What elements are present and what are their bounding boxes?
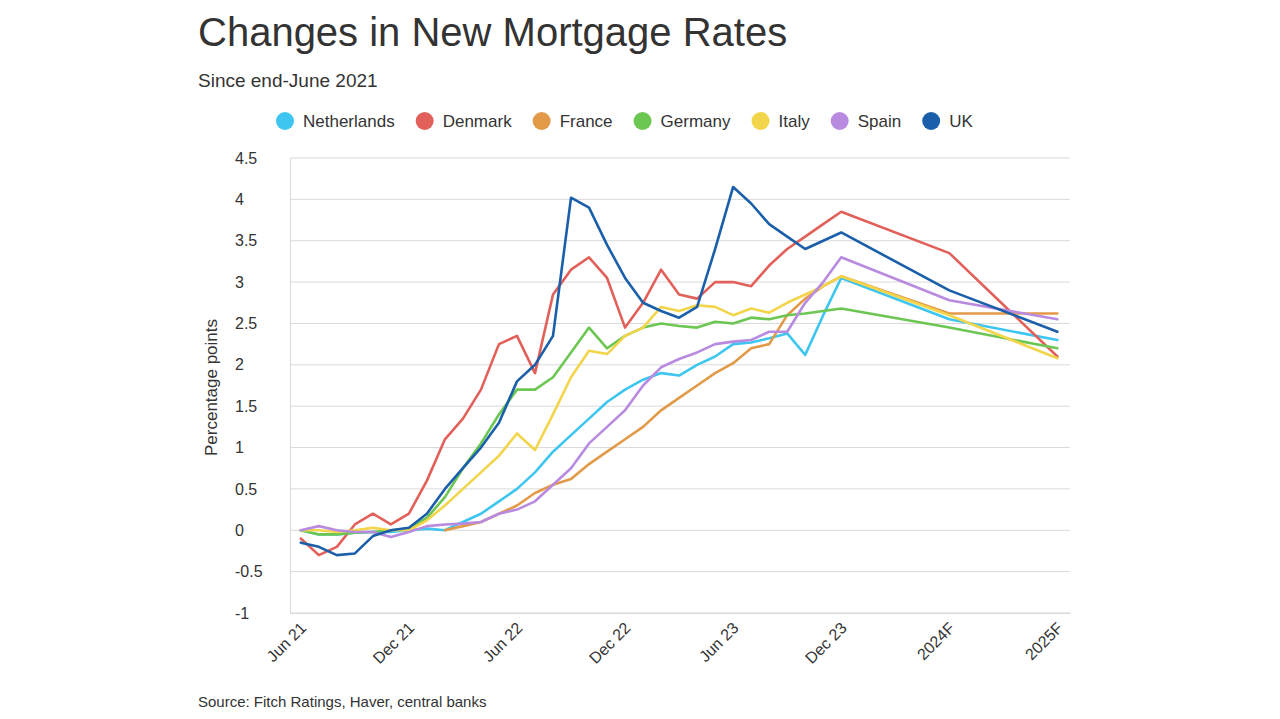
x-tick-label: Jun 22 (480, 619, 526, 665)
grid (290, 158, 1070, 613)
y-tick-label: 1 (235, 439, 244, 456)
series-line (301, 309, 1058, 535)
x-tick: Jun 23 (696, 613, 742, 665)
y-tick-label: 2.5 (235, 315, 257, 332)
x-tick-label: Dec 21 (370, 619, 418, 667)
x-tick: 2024F (914, 613, 958, 663)
legend-label: Germany (661, 112, 731, 131)
y-tick-label: 0 (235, 522, 244, 539)
legend-swatch (276, 112, 294, 130)
legend-swatch (416, 112, 434, 130)
legend-item: UK (922, 112, 973, 131)
title: Changes in New Mortgage Rates (198, 10, 787, 54)
x-tick: Jun 22 (480, 613, 526, 665)
x-tick: Dec 22 (586, 613, 634, 667)
subtitle: Since end-June 2021 (198, 70, 378, 91)
y-tick: 0.5 (235, 481, 290, 498)
legend-swatch (533, 112, 551, 130)
series-line (301, 276, 1058, 532)
legend-item: Denmark (416, 112, 512, 131)
legend-label: France (560, 112, 613, 131)
series-line (301, 187, 1058, 555)
legend-swatch (922, 112, 940, 130)
y-axis: -1 -0.5 0 0.5 1 1.5 2 2.5 3 3.5 4 4.5 (235, 150, 291, 622)
source: Source: Fitch Ratings, Haver, central ba… (198, 693, 486, 710)
y-tick: 4 (235, 191, 290, 208)
legend-label: Spain (858, 112, 901, 131)
grid-line (290, 488, 1070, 489)
x-axis: Jun 21 Dec 21 Jun 22 Dec 22 Jun 23 Dec 23 2024… (263, 613, 1070, 667)
legend-swatch (831, 112, 849, 130)
x-tick-label: 2024F (914, 619, 958, 663)
y-tick: 3.5 (235, 232, 290, 249)
legend-item: Italy (751, 112, 810, 131)
y-tick-label: 4.5 (235, 150, 257, 167)
background (0, 0, 1280, 719)
legend-swatch (751, 112, 769, 130)
y-tick-label: -0.5 (235, 563, 263, 580)
legend-swatch (634, 112, 652, 130)
y-tick: 4.5 (235, 150, 290, 167)
legend-label: UK (949, 112, 973, 131)
y-axis-line (290, 159, 291, 614)
series-line (445, 276, 1057, 530)
grid-line (290, 613, 1070, 614)
y-tick-label: 3.5 (235, 232, 257, 249)
x-tick: 2025F (1022, 613, 1066, 663)
y-axis-title: Percentage points (202, 319, 221, 456)
legend-item: Germany (634, 112, 731, 131)
grid-line (290, 282, 1070, 283)
y-tick: 1 (235, 439, 290, 456)
y-tick-label: 1.5 (235, 398, 257, 415)
grid-line (290, 240, 1070, 241)
legend-item: Spain (831, 112, 901, 131)
legend: Netherlands Denmark France Germany Italy Spai… (276, 112, 973, 131)
x-axis-line (291, 613, 1071, 614)
x-tick-label: Jun 21 (263, 619, 309, 665)
series-line (301, 212, 1058, 555)
x-tick-label: Dec 22 (586, 619, 634, 667)
series-line (301, 257, 1058, 537)
legend-label: Denmark (443, 112, 512, 131)
y-tick-label: 2 (235, 356, 244, 373)
y-tick: 2.5 (235, 315, 290, 332)
y-tick: 1.5 (235, 398, 290, 415)
grid-line (290, 406, 1070, 407)
grid-line (290, 447, 1070, 448)
y-tick-label: -1 (235, 605, 249, 622)
y-tick: -1 (235, 605, 290, 622)
x-tick: Jun 21 (263, 613, 309, 665)
y-tick: 3 (235, 274, 290, 291)
grid-line (290, 364, 1070, 365)
legend-item: Netherlands (276, 112, 395, 131)
grid-line (290, 158, 1070, 159)
y-tick: 0 (235, 522, 290, 539)
legend-label: Italy (778, 112, 810, 131)
x-tick-label: Dec 23 (802, 619, 850, 667)
legend-item: France (533, 112, 613, 131)
x-tick-label: Jun 23 (696, 619, 742, 665)
grid-line (290, 323, 1070, 324)
y-tick-label: 0.5 (235, 481, 257, 498)
x-tick: Dec 21 (370, 613, 418, 667)
chart: Changes in New Mortgage Rates Since end-J… (0, 0, 1280, 719)
grid-line (290, 571, 1070, 572)
y-tick-label: 3 (235, 274, 244, 291)
y-tick: 2 (235, 356, 290, 373)
grid-line (290, 199, 1070, 200)
y-tick: -0.5 (235, 563, 290, 580)
y-tick-label: 4 (235, 191, 244, 208)
lines (301, 187, 1058, 555)
x-tick: Dec 23 (802, 613, 850, 667)
legend-label: Netherlands (303, 112, 395, 131)
x-tick-label: 2025F (1022, 619, 1066, 663)
